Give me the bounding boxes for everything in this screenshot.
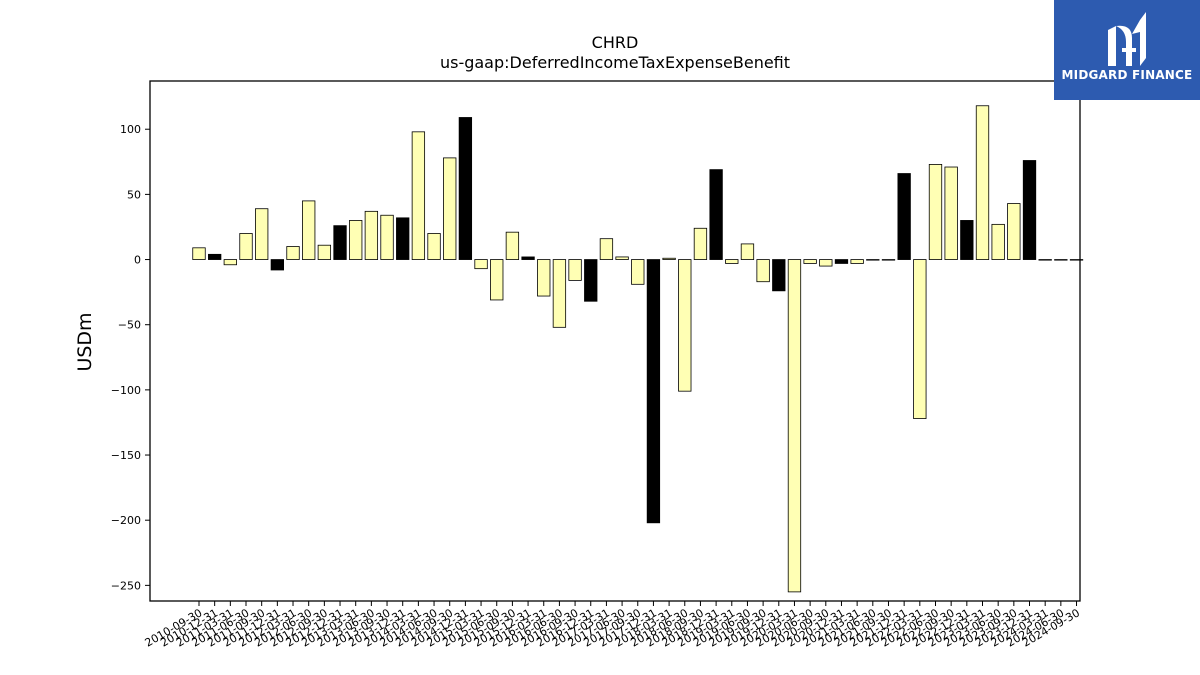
bar-2013-03-31 <box>349 220 363 260</box>
bar-2019-09-30 <box>756 259 770 283</box>
bar-2015-03-31 <box>474 259 488 270</box>
bar-2012-12-31 <box>333 225 347 260</box>
bar-2022-06-30 <box>928 164 943 260</box>
x-axis: 2010-09-302010-12-312011-03-312011-06-30… <box>143 601 1082 650</box>
bar-2017-12-31 <box>646 259 661 524</box>
y-tick-label: −200 <box>111 514 141 527</box>
bar-2019-06-30 <box>740 243 755 260</box>
bar-2011-12-31 <box>270 259 285 271</box>
brand-logo: MIDGARD FINANCE <box>1054 0 1200 100</box>
bar-2020-06-30 <box>803 259 817 264</box>
y-tick-label: −50 <box>118 319 141 332</box>
y-tick-label: −150 <box>111 449 141 462</box>
bar-2015-06-30 <box>490 259 504 301</box>
bar-2018-09-30 <box>693 227 708 260</box>
bar-2016-06-30 <box>552 259 567 328</box>
bar-2014-06-30 <box>427 233 441 260</box>
bar-2014-09-30 <box>443 157 457 260</box>
bar-2021-06-30 <box>866 259 880 261</box>
bar-2022-09-30 <box>944 166 958 260</box>
y-tick-label: 100 <box>120 123 141 136</box>
bar-2020-03-31 <box>787 259 802 593</box>
bar-2012-03-31 <box>286 246 300 260</box>
y-tick-label: −250 <box>111 579 141 592</box>
bar-2015-09-30 <box>505 231 520 260</box>
bar-2019-12-31 <box>772 259 786 292</box>
brand-name: MIDGARD FINANCE <box>1061 68 1193 82</box>
chart-title: CHRD <box>592 33 639 52</box>
bar-2011-03-31 <box>223 259 237 266</box>
bar-2017-03-31 <box>599 238 614 260</box>
bar-2018-06-30 <box>678 259 692 392</box>
bar-2012-09-30 <box>317 244 332 260</box>
bar-2010-12-31 <box>208 253 222 260</box>
bar-2021-12-31 <box>897 173 911 260</box>
bar-2018-12-31 <box>709 169 723 260</box>
bars-group <box>192 105 1084 593</box>
bar-2019-03-31 <box>725 259 739 264</box>
bar-2018-03-31 <box>662 257 676 260</box>
midgard-m-logo-icon <box>1108 12 1146 66</box>
bar-2012-06-30 <box>302 200 316 260</box>
bar-2017-09-30 <box>631 259 645 285</box>
bar-2021-03-31 <box>850 259 864 264</box>
bar-2013-06-30 <box>364 210 379 260</box>
bar-2016-03-31 <box>537 259 551 297</box>
bar-2024-09-30 <box>1069 259 1084 261</box>
bar-2014-12-31 <box>458 117 473 260</box>
bar-2010-09-30 <box>192 247 206 260</box>
y-tick-label: 50 <box>127 188 141 201</box>
bar-2013-12-31 <box>396 217 410 260</box>
bar-2017-06-30 <box>615 256 629 260</box>
y-axis: 100 50 0 −50 −100 −150 −200 −250 <box>111 123 150 592</box>
bar-2024-03-31 <box>1038 259 1052 261</box>
bar-2011-09-30 <box>255 208 269 260</box>
chart-subtitle: us-gaap:DeferredIncomeTaxExpenseBenefit <box>440 53 790 72</box>
bar-2020-12-31 <box>834 259 849 264</box>
bar-2014-03-31 <box>411 131 426 260</box>
bar-2023-12-31 <box>1022 160 1037 260</box>
y-axis-label: USDm <box>74 312 96 371</box>
bar-2015-12-31 <box>521 256 535 260</box>
bar-2022-03-31 <box>913 259 927 419</box>
bar-2023-03-31 <box>975 105 990 260</box>
y-tick-label: 0 <box>134 254 141 267</box>
bar-2022-12-31 <box>960 220 974 260</box>
bar-2023-06-30 <box>991 223 1005 260</box>
bar-2021-09-30 <box>881 259 896 261</box>
bar-2023-09-30 <box>1007 203 1021 260</box>
y-tick-label: −100 <box>111 384 141 397</box>
bar-2020-09-30 <box>819 259 833 267</box>
bar-2013-09-30 <box>380 214 394 260</box>
bar-2016-12-31 <box>584 259 598 302</box>
plot-frame <box>149 80 1081 602</box>
bar-2016-09-30 <box>568 259 582 281</box>
bar-2024-06-30 <box>1054 259 1068 261</box>
bar-2011-06-30 <box>239 233 253 260</box>
